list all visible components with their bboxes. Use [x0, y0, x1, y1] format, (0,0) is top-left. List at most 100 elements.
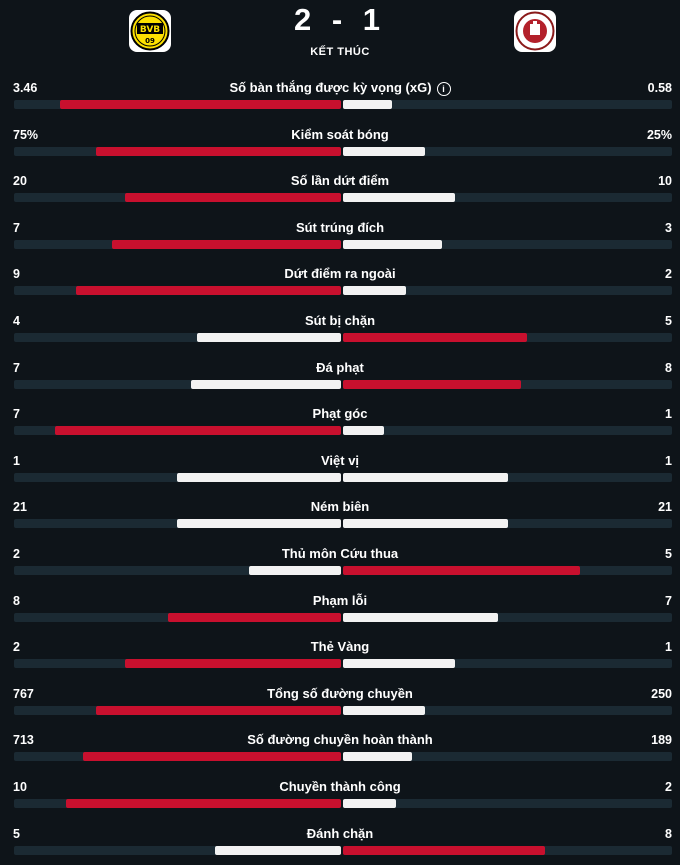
home-stat-track — [14, 799, 341, 808]
home-stat-track — [14, 333, 341, 342]
home-stat-bar — [249, 566, 341, 575]
away-stat-track — [343, 519, 672, 528]
stat-label: Số bàn thắng được kỳ vọng (xG)i — [0, 80, 680, 96]
home-stat-track — [14, 286, 341, 295]
away-stat-track — [343, 799, 672, 808]
stat-label-text: Thủ môn Cứu thua — [282, 546, 398, 561]
away-stat-value: 5 — [665, 547, 672, 561]
away-stat-value: 21 — [658, 500, 672, 514]
away-stat-value: 1 — [665, 407, 672, 421]
away-stat-bar — [343, 706, 425, 715]
home-stat-bar — [191, 380, 341, 389]
away-stat-track — [343, 100, 672, 109]
home-stat-track — [14, 706, 341, 715]
stat-label-text: Sút trúng đích — [296, 220, 384, 235]
away-stat-value: 1 — [665, 454, 672, 468]
away-team-logo[interactable] — [514, 10, 556, 52]
home-stat-track — [14, 846, 341, 855]
away-stat-value: 2 — [665, 267, 672, 281]
home-stat-bar — [55, 426, 341, 435]
stat-label: Số lần dứt điểm — [0, 173, 680, 188]
home-stat-track — [14, 240, 341, 249]
away-stat-value: 250 — [651, 687, 672, 701]
home-stat-bar — [197, 333, 341, 342]
stat-label-text: Số lần dứt điểm — [291, 173, 389, 188]
home-stat-bar — [125, 193, 341, 202]
away-stat-bar — [343, 473, 508, 482]
away-stat-value: 189 — [651, 733, 672, 747]
stat-label: Chuyền thành công — [0, 779, 680, 794]
away-stat-value: 1 — [665, 640, 672, 654]
away-stat-track — [343, 613, 672, 622]
away-stat-track — [343, 706, 672, 715]
away-stat-bar — [343, 752, 412, 761]
stat-label-text: Đánh chặn — [307, 826, 373, 841]
away-stat-track — [343, 286, 672, 295]
away-stat-bar — [343, 240, 442, 249]
away-stat-value: 0.58 — [648, 81, 672, 95]
stat-label-text: Tổng số đường chuyền — [267, 686, 413, 701]
away-stat-bar — [343, 380, 521, 389]
stat-label-text: Sút bị chặn — [305, 313, 375, 328]
away-stat-bar — [343, 519, 508, 528]
match-header: BVB 09 2 - 1 KẾT THÚC — [0, 0, 680, 70]
away-stat-track — [343, 426, 672, 435]
stat-label: Sút bị chặn — [0, 313, 680, 328]
away-stat-value: 8 — [665, 827, 672, 841]
home-stat-track — [14, 473, 341, 482]
away-stat-value: 10 — [658, 174, 672, 188]
away-stat-bar — [343, 799, 396, 808]
st-pauli-logo-icon — [515, 11, 555, 51]
home-stat-bar — [177, 473, 341, 482]
away-stat-bar — [343, 846, 545, 855]
away-stat-bar — [343, 286, 406, 295]
home-stat-bar — [60, 100, 341, 109]
home-stat-bar — [83, 752, 341, 761]
away-stat-bar — [343, 566, 580, 575]
stat-label: Kiểm soát bóng — [0, 127, 680, 142]
away-stat-value: 5 — [665, 314, 672, 328]
away-stat-track — [343, 333, 672, 342]
stat-label-text: Số đường chuyền hoàn thành — [247, 732, 433, 747]
stat-label: Tổng số đường chuyền — [0, 686, 680, 701]
stat-label-text: Kiểm soát bóng — [291, 127, 389, 142]
info-icon[interactable]: i — [437, 82, 451, 96]
away-stat-bar — [343, 659, 455, 668]
match-score: 2 - 1 — [0, 2, 680, 38]
away-stat-bar — [343, 100, 392, 109]
away-stat-bar — [343, 426, 384, 435]
stat-label-text: Phạt góc — [313, 406, 368, 421]
away-stat-bar — [343, 613, 498, 622]
home-stat-track — [14, 100, 341, 109]
away-stat-value: 2 — [665, 780, 672, 794]
stat-label: Dứt điểm ra ngoài — [0, 266, 680, 281]
home-stat-bar — [168, 613, 341, 622]
match-status: KẾT THÚC — [0, 46, 680, 58]
stat-label: Thủ môn Cứu thua — [0, 546, 680, 561]
home-stat-bar — [215, 846, 341, 855]
home-stat-track — [14, 519, 341, 528]
stat-label: Ném biên — [0, 499, 680, 514]
stat-label: Đánh chặn — [0, 826, 680, 841]
stat-label: Thẻ Vàng — [0, 639, 680, 654]
home-stat-bar — [96, 147, 341, 156]
home-stat-track — [14, 193, 341, 202]
home-stat-track — [14, 659, 341, 668]
away-stat-value: 25% — [647, 128, 672, 142]
away-stat-track — [343, 193, 672, 202]
away-stat-value: 7 — [665, 594, 672, 608]
away-stat-track — [343, 240, 672, 249]
